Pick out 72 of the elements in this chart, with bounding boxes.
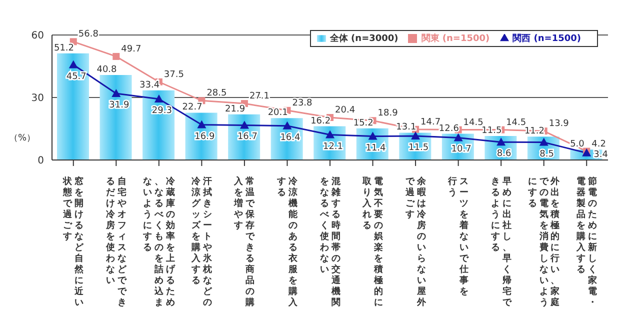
category-label: 電気不要の娯楽を積極的に取り入れる	[362, 177, 384, 308]
data-label: 14.5	[463, 118, 484, 128]
category-label: 余暇は冷房のいらない屋外で過ごす	[405, 177, 426, 308]
category-label: 早めに出社し、早く帰宅できるようにする	[490, 177, 512, 308]
data-label: 23.8	[292, 98, 313, 108]
data-label: 8.5	[540, 149, 554, 160]
data-label: 11.4	[366, 143, 386, 154]
data-label: 49.7	[121, 44, 142, 54]
y-tick-label: 30	[31, 93, 44, 104]
y-axis-title: （%）	[9, 134, 36, 144]
y-tick-label: 0	[38, 156, 44, 167]
category-label: 窓を開けるなど自然に近い状態で過ごす	[63, 177, 84, 308]
data-label: 14.5	[506, 118, 526, 128]
point	[282, 121, 292, 130]
data-label: 10.7	[451, 144, 472, 155]
data-label: 14.7	[420, 117, 441, 128]
category-label: 汗拭きシートや氷枕などの冷涼グッズを購入する	[191, 177, 212, 308]
data-label: 40.8	[96, 65, 118, 75]
category-label: 外出を積極的に行い、家庭での電気を消費しないようにする	[528, 177, 560, 308]
data-label: 16.9	[194, 132, 215, 142]
point	[411, 132, 420, 140]
data-label: 16.2	[310, 116, 331, 126]
data-label: 12.6	[438, 124, 460, 134]
category-label: スーツを着ないで仕事を行う	[448, 177, 469, 297]
bar	[57, 53, 89, 160]
data-label: 5.0	[570, 140, 585, 150]
point	[154, 94, 164, 102]
category-label: 節電のために新しく家電・電器製品を購入する	[576, 177, 597, 308]
data-label: 45.7	[66, 72, 86, 82]
point	[326, 130, 334, 138]
data-label: 33.4	[140, 80, 160, 90]
point	[240, 120, 249, 129]
data-label: 15.2	[353, 118, 374, 128]
point	[454, 133, 463, 142]
point	[368, 132, 378, 140]
data-label: 16.7	[237, 132, 258, 142]
bar	[142, 90, 175, 160]
data-label: 51.2	[54, 43, 74, 54]
data-label: 31.9	[109, 100, 130, 111]
data-label: 11.5	[408, 143, 429, 154]
legend-label: 関東 (n=1500)	[421, 34, 490, 44]
data-label: 8.6	[496, 149, 512, 160]
data-label: 28.5	[206, 88, 227, 99]
data-label: 13.9	[548, 119, 570, 130]
y-tick-label: 60	[31, 30, 44, 42]
data-label: 22.7	[182, 102, 202, 113]
point	[496, 138, 506, 146]
data-label: 12.1	[322, 142, 344, 152]
category-label: 混雑する時間帯の交通機関をなるべく使わない	[320, 177, 340, 308]
legend-label: 関西 (n=1500)	[512, 34, 581, 44]
data-label: 16.4	[280, 132, 301, 143]
category-label: 冷涼機能のある衣服を購入する	[276, 177, 298, 308]
data-label: 4.2	[592, 139, 606, 150]
category-label: 常温で保存できる商品の購入を増やす	[234, 177, 255, 308]
data-label: 29.3	[152, 106, 172, 116]
point	[112, 89, 121, 98]
category-label: 自宅やオフィスなどでできるだけ冷房を使わない	[106, 177, 126, 308]
data-label: 20.1	[268, 108, 288, 118]
data-label: 21.9	[225, 104, 246, 114]
data-label: 3.4	[594, 150, 608, 160]
point	[197, 120, 206, 128]
bar	[100, 75, 132, 160]
point	[68, 60, 78, 68]
data-label: 11.2	[524, 126, 544, 137]
data-label: 18.9	[378, 108, 398, 119]
category-label: 冷蔵庫の効率を上げるため、なるべくものを詰め込まないようにする	[143, 177, 175, 308]
point	[112, 52, 120, 60]
data-label: 13.1	[396, 122, 416, 133]
legend-label: 全体 (n=3000)	[330, 34, 398, 44]
data-label: 20.4	[335, 106, 356, 116]
point	[539, 138, 548, 146]
data-label: 37.5	[164, 70, 184, 80]
